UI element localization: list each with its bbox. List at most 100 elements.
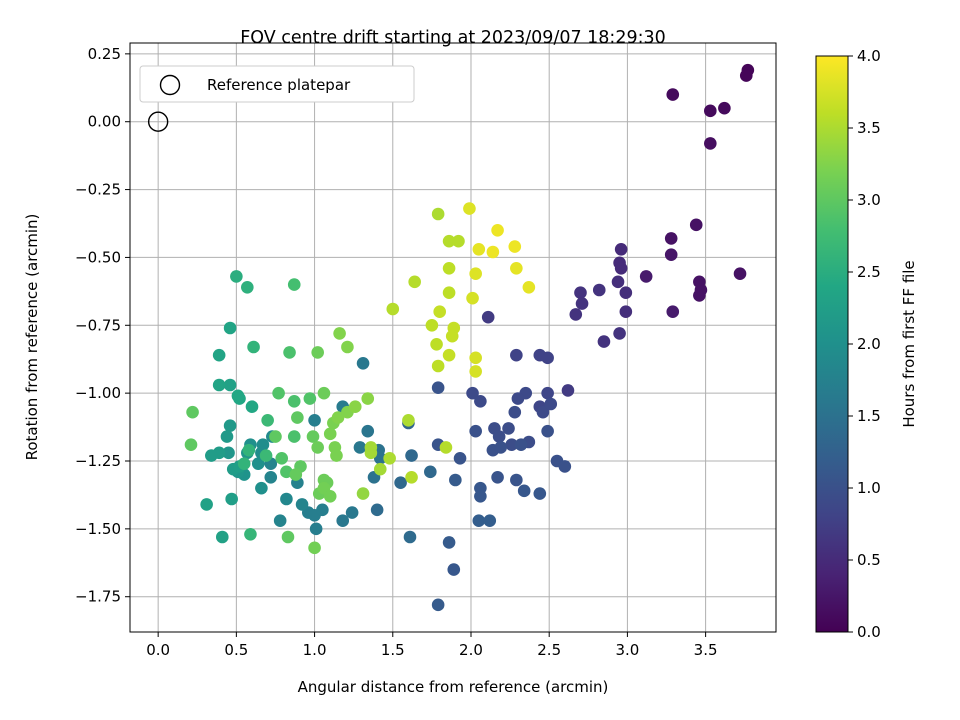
data-point <box>614 261 628 275</box>
data-point <box>558 460 572 473</box>
data-point <box>311 441 324 454</box>
data-point <box>345 506 359 519</box>
legend[interactable]: Reference platepar <box>139 65 415 103</box>
data-point <box>272 386 285 400</box>
data-point <box>597 335 611 348</box>
data-point <box>402 413 415 427</box>
data-point <box>383 451 396 465</box>
colorbar-tick-label: 1.0 <box>857 479 881 497</box>
data-point <box>592 283 606 297</box>
data-point <box>463 202 476 215</box>
x-tick-label: 2.5 <box>537 641 561 659</box>
data-point <box>223 419 237 433</box>
data-point <box>361 392 375 405</box>
y-tick-label: −1.00 <box>75 384 121 402</box>
data-point <box>494 441 508 454</box>
data-point <box>541 386 554 400</box>
data-point <box>186 405 199 419</box>
data-point <box>295 498 309 511</box>
data-point <box>472 242 486 256</box>
chart-title: FOV centre drift starting at 2023/09/07 … <box>240 28 666 48</box>
data-point <box>510 473 523 487</box>
data-point <box>311 346 324 359</box>
data-point <box>283 346 296 359</box>
data-point <box>287 430 301 443</box>
data-point <box>483 514 497 528</box>
data-point <box>514 438 528 452</box>
data-point <box>223 321 237 335</box>
colorbar-tick-label: 2.0 <box>857 335 881 353</box>
data-point <box>323 489 337 503</box>
data-point <box>469 267 482 281</box>
data-point <box>442 536 456 549</box>
data-point <box>225 492 238 506</box>
y-tick-label: −1.25 <box>75 452 121 470</box>
data-point <box>575 297 589 310</box>
data-point <box>364 446 378 460</box>
data-point <box>510 348 523 362</box>
data-point <box>222 446 235 460</box>
data-point <box>505 438 518 452</box>
data-point <box>510 261 523 275</box>
data-point <box>619 286 633 300</box>
data-point <box>474 489 487 503</box>
y-tick-label: 0.25 <box>88 45 121 63</box>
data-point <box>536 405 550 419</box>
data-point <box>561 384 575 397</box>
data-point <box>241 280 254 294</box>
data-point <box>474 394 487 408</box>
data-point <box>574 286 587 300</box>
data-point <box>370 503 384 517</box>
data-point <box>466 386 479 400</box>
data-point <box>449 473 462 487</box>
data-point <box>247 340 260 354</box>
data-point <box>356 487 370 500</box>
y-tick-label: 0.00 <box>88 113 121 131</box>
x-tick-label: 0.5 <box>224 641 248 659</box>
data-point <box>522 280 536 294</box>
colorbar: 0.0 0.5 1.0 1.5 2.0 2.5 3.0 3.5 4.0 Hours from f… <box>815 47 918 641</box>
data-point <box>502 422 515 435</box>
data-point <box>664 248 678 262</box>
data-point <box>353 441 367 454</box>
data-point <box>280 492 293 506</box>
data-point <box>639 270 653 283</box>
data-point <box>220 430 234 443</box>
data-point <box>184 438 198 452</box>
data-point <box>255 481 268 495</box>
data-point <box>244 527 257 541</box>
data-point <box>442 286 456 300</box>
data-point <box>237 457 251 471</box>
data-point <box>431 207 445 221</box>
data-point <box>251 457 265 471</box>
data-point <box>614 242 628 256</box>
data-point <box>242 443 256 457</box>
data-point <box>425 318 439 332</box>
data-point <box>261 413 274 427</box>
data-point <box>336 514 350 528</box>
data-point <box>316 503 329 517</box>
data-point <box>431 381 445 395</box>
colorbar-tick-label: 0.5 <box>857 551 881 569</box>
data-point <box>541 351 554 365</box>
data-point <box>403 530 417 544</box>
reference-marker <box>147 111 169 132</box>
legend-marker <box>159 74 181 96</box>
data-point <box>486 245 500 259</box>
data-point <box>733 267 747 281</box>
data-point <box>611 275 625 289</box>
data-point <box>215 530 229 544</box>
data-point <box>693 289 706 302</box>
data-point <box>287 394 301 408</box>
data-point <box>309 522 323 536</box>
data-point <box>373 451 387 465</box>
data-point <box>442 261 456 275</box>
data-point <box>718 101 731 115</box>
data-point <box>348 400 362 414</box>
data-point <box>405 470 418 484</box>
data-point <box>439 441 453 454</box>
data-point <box>430 337 443 351</box>
data-point <box>289 468 303 481</box>
x-axis-label: Angular distance from reference (arcmin) <box>298 678 609 696</box>
legend-box <box>139 65 415 103</box>
